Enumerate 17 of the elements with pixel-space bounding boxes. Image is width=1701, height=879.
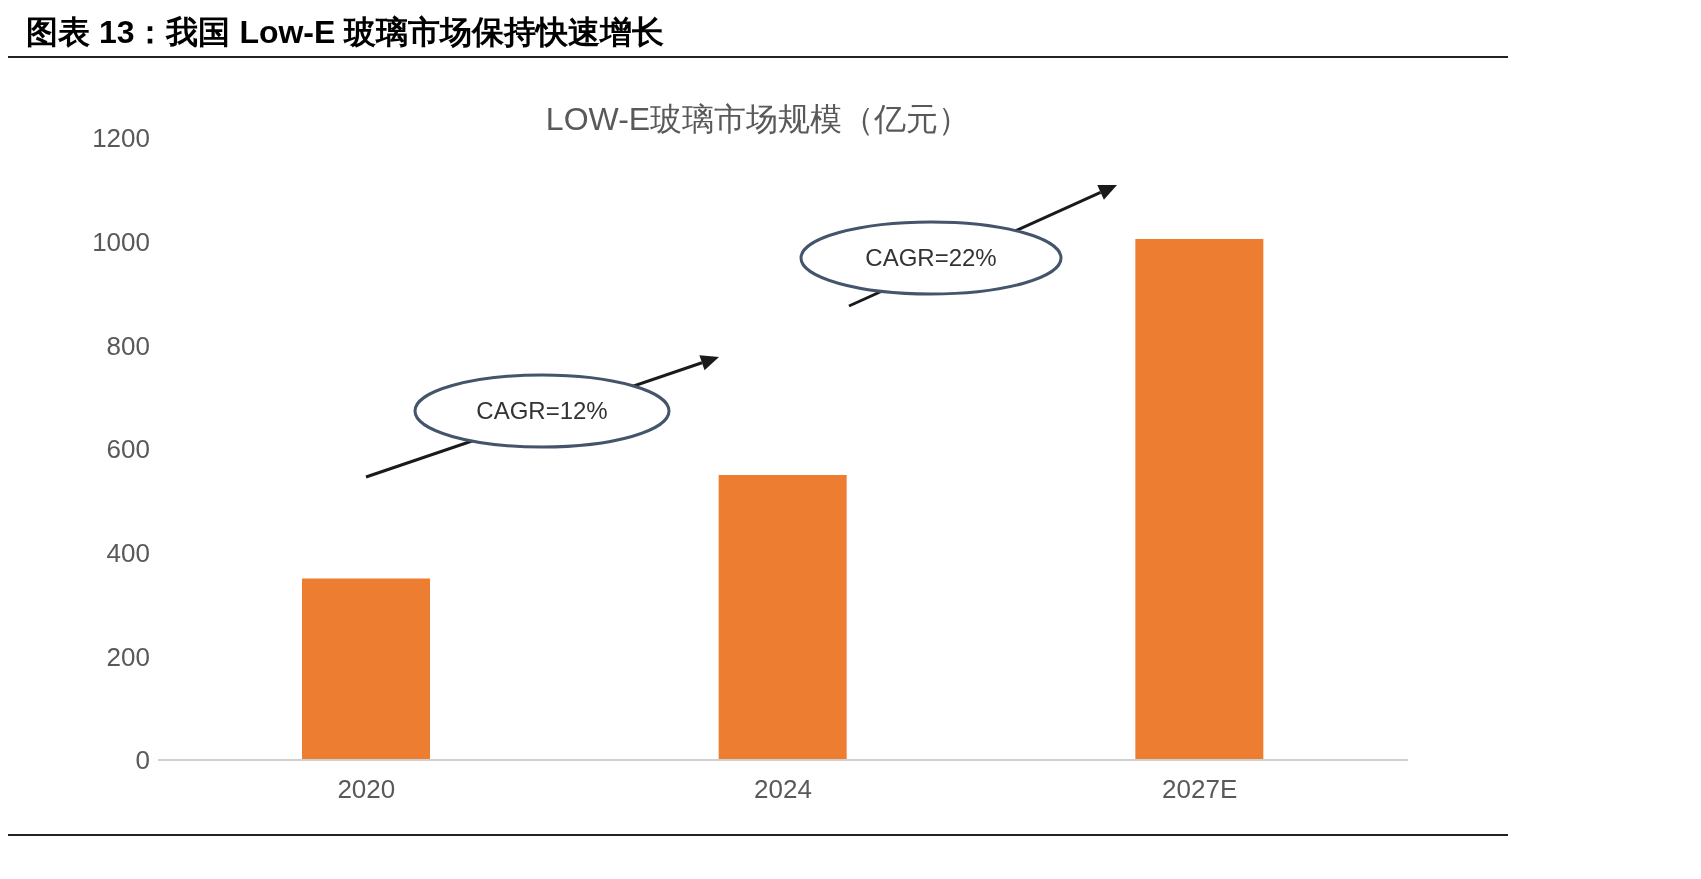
x-tick-label: 2024 xyxy=(754,774,812,805)
y-tick-label: 800 xyxy=(106,330,150,361)
bar xyxy=(302,578,430,760)
annotation: CAGR=12% xyxy=(476,397,608,424)
bar xyxy=(718,474,847,760)
x-tick-label: 2027E xyxy=(1162,774,1238,805)
x-tick-label: 2020 xyxy=(337,774,396,805)
bar xyxy=(1135,239,1264,760)
y-tick-label: 400 xyxy=(106,537,150,568)
annotation: CAGR=22% xyxy=(865,244,997,271)
chart-title: 图表 13：我国 Low-E 玻璃市场保持快速增长 xyxy=(8,8,1508,58)
y-tick-label: 1000 xyxy=(92,226,150,257)
y-tick-label: 200 xyxy=(106,641,150,672)
y-tick-label: 600 xyxy=(106,434,150,465)
y-tick-label: 1200 xyxy=(92,123,150,154)
y-tick-label: 0 xyxy=(135,745,150,776)
chart-subtitle: LOW-E玻璃市场规模（亿元） xyxy=(545,101,971,137)
